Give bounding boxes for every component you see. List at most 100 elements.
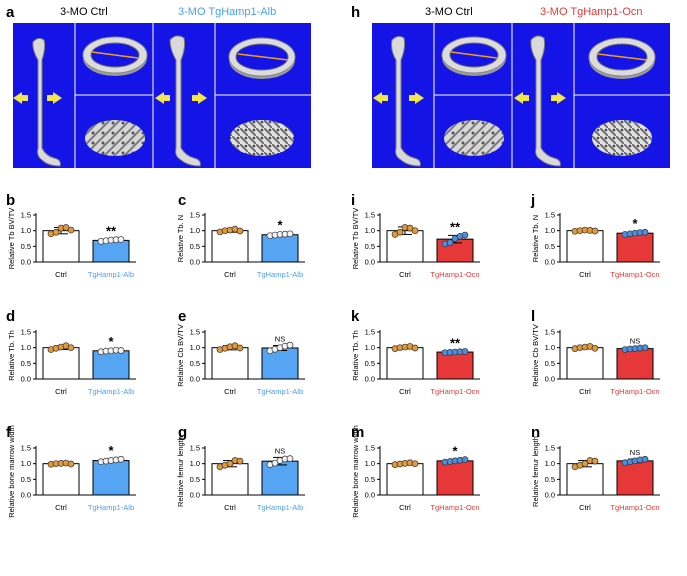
trabecular-tg-ocn: [592, 120, 652, 156]
label-3mo-ctrl-right: 3-MO Ctrl: [425, 6, 473, 18]
category-label-tg: TgHamp1-Alb: [257, 387, 303, 396]
category-label-tg: TgHamp1-Alb: [88, 387, 134, 396]
data-point: [461, 456, 469, 463]
data-point: [411, 460, 419, 468]
y-tick-label: 1.0: [21, 343, 31, 352]
y-tick-label: 1.5: [21, 211, 31, 220]
bar-ctrl: [211, 230, 249, 263]
arrow-right-icon: [13, 92, 28, 104]
panel-label-f: f: [6, 424, 12, 441]
data-point: [286, 341, 294, 349]
y-tick-label: 0.5: [365, 359, 375, 368]
data-point: [236, 227, 244, 235]
y-tick-label: 1.0: [545, 343, 555, 352]
panel-label-c: c: [178, 192, 186, 209]
panel-label-a: a: [6, 4, 15, 21]
arrow-left-icon: [192, 92, 207, 104]
significance-label: *: [108, 334, 114, 349]
significance-label: *: [632, 216, 638, 231]
category-label-tg: TgHamp1-Ocn: [610, 387, 659, 396]
data-point: [591, 457, 599, 465]
data-point: [117, 236, 125, 243]
y-tick-label: 0.5: [365, 242, 375, 251]
y-tick-label: 0.0: [21, 375, 31, 384]
bar-tg: [92, 239, 130, 263]
y-tick-label: 0.5: [545, 359, 555, 368]
y-tick-label: 0.5: [545, 242, 555, 251]
femur-longitudinal-tg-ocn: [530, 35, 561, 167]
y-tick-label: 1.0: [190, 226, 200, 235]
data-point: [581, 460, 589, 468]
y-axis-label: Relative Tb. Th: [7, 330, 16, 381]
significance-label: **: [450, 219, 461, 234]
arrow-right-icon: [155, 92, 170, 104]
y-tick-label: 1.0: [365, 226, 375, 235]
data-point: [591, 227, 599, 235]
category-label-tg: TgHamp1-Ocn: [430, 503, 479, 512]
y-axis-label: Relative Cb BV/TV: [176, 324, 185, 387]
y-tick-label: 0.5: [545, 475, 555, 484]
bar-ctrl: [211, 347, 249, 380]
data-point: [67, 344, 75, 352]
category-label-tg: TgHamp1-Alb: [88, 503, 134, 512]
category-label-ctrl: Ctrl: [579, 387, 591, 396]
significance-label: NS: [630, 337, 640, 346]
data-point: [591, 344, 599, 352]
data-point: [411, 227, 419, 235]
y-tick-label: 1.0: [545, 459, 555, 468]
arrow-left-icon: [47, 92, 62, 104]
significance-label: **: [450, 335, 461, 350]
data-point: [52, 228, 60, 236]
data-point: [67, 460, 75, 468]
bar-ctrl: [566, 230, 604, 263]
category-label-ctrl: Ctrl: [399, 503, 411, 512]
femur-longitudinal-tg-alb: [169, 35, 201, 167]
data-point: [446, 239, 454, 246]
chart-j: j Relative Tb. N 0.0 0.5 1.0 1.5 Ctrl TgHamp1-O…: [530, 192, 660, 279]
cortical-ring-ctrl: [441, 36, 507, 76]
category-label-ctrl: Ctrl: [224, 387, 236, 396]
y-tick-label: 0.0: [365, 258, 375, 267]
y-tick-label: 0.0: [21, 258, 31, 267]
y-tick-label: 0.0: [545, 258, 555, 267]
data-point: [641, 228, 649, 236]
category-label-tg: TgHamp1-Ocn: [430, 387, 479, 396]
y-tick-label: 1.0: [365, 459, 375, 468]
bar-tg: [92, 460, 130, 496]
significance-label: *: [108, 443, 114, 458]
category-label-tg: TgHamp1-Ocn: [430, 270, 479, 279]
data-point: [117, 347, 125, 354]
label-3mo-tg-ocn: 3-MO TgHamp1-Ocn: [540, 6, 643, 18]
panel-label-d: d: [6, 308, 15, 325]
panel-label-j: j: [530, 192, 535, 209]
panel-label-b: b: [6, 192, 15, 209]
significance-label: NS: [630, 448, 640, 457]
y-tick-label: 1.0: [21, 459, 31, 468]
category-label-ctrl: Ctrl: [224, 270, 236, 279]
significance-label: **: [106, 223, 117, 238]
y-tick-label: 1.5: [190, 444, 200, 453]
panel-label-l: l: [531, 308, 535, 325]
y-axis-label: Relative Tb. Th: [351, 330, 360, 381]
y-tick-label: 1.0: [190, 343, 200, 352]
category-label-ctrl: Ctrl: [55, 270, 67, 279]
data-point: [226, 460, 234, 468]
category-label-tg: TgHamp1-Alb: [257, 503, 303, 512]
label-3mo-ctrl-left: 3-MO Ctrl: [60, 6, 108, 18]
y-tick-label: 0.0: [21, 491, 31, 500]
y-tick-label: 0.0: [365, 491, 375, 500]
bar-tg: [261, 234, 299, 263]
category-label-ctrl: Ctrl: [55, 503, 67, 512]
arrow-right-icon: [373, 92, 388, 104]
cortical-ring-tg-alb: [228, 37, 296, 79]
category-label-tg: TgHamp1-Alb: [257, 270, 303, 279]
y-tick-label: 0.0: [190, 491, 200, 500]
bar-tg: [436, 351, 474, 380]
y-axis-label: Relative bone marrow width: [351, 425, 360, 518]
bar-ctrl: [386, 463, 424, 496]
y-axis-label: Relative Tb. N: [176, 215, 185, 262]
